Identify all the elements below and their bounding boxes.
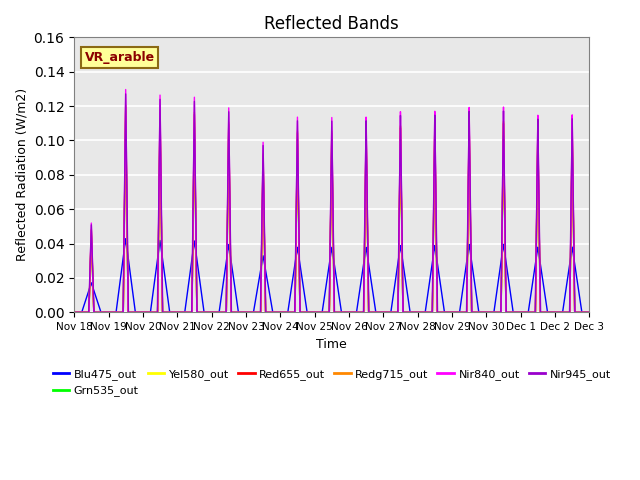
Red655_out — [403, 310, 410, 315]
Nir945_out — [180, 310, 188, 315]
Yel580_out — [403, 310, 410, 315]
Redg715_out — [263, 310, 271, 315]
Line: Red655_out: Red655_out — [74, 108, 589, 312]
Red655_out — [263, 310, 271, 315]
Nir945_out — [403, 310, 410, 315]
Yel580_out — [175, 310, 183, 315]
Yel580_out — [263, 310, 271, 315]
Blu475_out — [180, 310, 188, 315]
Nir945_out — [175, 310, 183, 315]
Line: Nir840_out: Nir840_out — [74, 90, 589, 312]
Title: Reflected Bands: Reflected Bands — [264, 15, 399, 33]
Blu475_out — [122, 236, 129, 241]
Redg715_out — [180, 310, 188, 315]
Nir840_out — [584, 310, 591, 315]
Yel580_out — [180, 310, 188, 315]
Yel580_out — [586, 310, 593, 315]
Redg715_out — [175, 310, 183, 315]
Blu475_out — [263, 276, 271, 282]
Nir945_out — [70, 310, 78, 315]
Blu475_out — [476, 310, 484, 315]
Redg715_out — [584, 310, 591, 315]
Blu475_out — [403, 286, 410, 291]
Line: Blu475_out: Blu475_out — [74, 239, 589, 312]
Grn535_out — [263, 310, 271, 315]
Line: Yel580_out: Yel580_out — [74, 116, 589, 312]
Blu475_out — [175, 310, 183, 315]
Blu475_out — [70, 310, 78, 315]
Grn535_out — [70, 310, 78, 315]
Legend: Blu475_out, Grn535_out, Yel580_out, Red655_out, Redg715_out, Nir840_out, Nir945_: Blu475_out, Grn535_out, Yel580_out, Red6… — [48, 365, 616, 401]
Nir945_out — [584, 310, 591, 315]
Redg715_out — [403, 310, 410, 315]
Nir840_out — [263, 310, 271, 315]
Red655_out — [180, 310, 188, 315]
Redg715_out — [70, 310, 78, 315]
Nir840_out — [476, 310, 484, 315]
Nir840_out — [403, 310, 410, 315]
Yel580_out — [476, 310, 484, 315]
Grn535_out — [476, 310, 484, 315]
Nir840_out — [175, 310, 183, 315]
Grn535_out — [180, 310, 188, 315]
Y-axis label: Reflected Radiation (W/m2): Reflected Radiation (W/m2) — [15, 88, 28, 262]
Blu475_out — [586, 310, 593, 315]
Line: Redg715_out: Redg715_out — [74, 105, 589, 312]
Red655_out — [70, 310, 78, 315]
Yel580_out — [70, 310, 78, 315]
Yel580_out — [122, 113, 129, 119]
Grn535_out — [403, 310, 410, 315]
Nir945_out — [586, 310, 593, 315]
Redg715_out — [122, 102, 129, 108]
Grn535_out — [175, 310, 183, 315]
Grn535_out — [586, 310, 593, 315]
X-axis label: Time: Time — [316, 337, 347, 350]
Text: VR_arable: VR_arable — [84, 51, 155, 64]
Nir945_out — [476, 310, 484, 315]
Nir840_out — [122, 87, 129, 93]
Red655_out — [476, 310, 484, 315]
Nir945_out — [122, 91, 129, 97]
Nir840_out — [70, 310, 78, 315]
Red655_out — [175, 310, 183, 315]
Nir840_out — [180, 310, 188, 315]
Redg715_out — [586, 310, 593, 315]
Blu475_out — [584, 310, 591, 315]
Line: Nir945_out: Nir945_out — [74, 94, 589, 312]
Nir840_out — [586, 310, 593, 315]
Red655_out — [122, 105, 129, 110]
Grn535_out — [584, 310, 591, 315]
Grn535_out — [122, 118, 129, 124]
Yel580_out — [584, 310, 591, 315]
Line: Grn535_out: Grn535_out — [74, 121, 589, 312]
Red655_out — [584, 310, 591, 315]
Nir945_out — [263, 310, 271, 315]
Redg715_out — [476, 310, 484, 315]
Red655_out — [586, 310, 593, 315]
